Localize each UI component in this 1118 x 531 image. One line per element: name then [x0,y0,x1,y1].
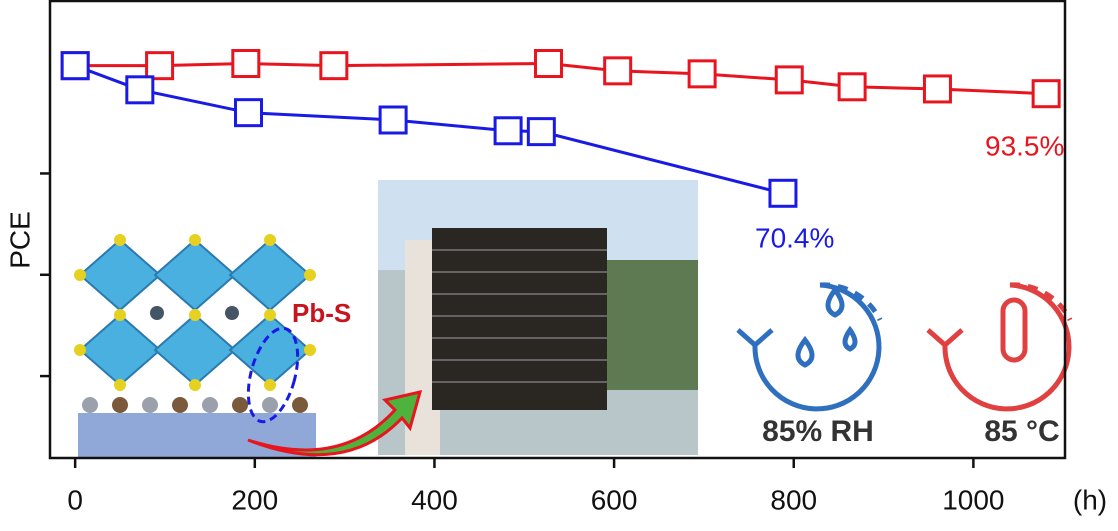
annotation: 70.4% [755,222,834,253]
annotation: Pb-S [292,298,351,328]
series-line [74,64,784,195]
annotation: 85% RH [762,415,874,448]
marker [234,98,264,128]
x-tick-label: 600 [591,484,638,515]
marker [60,51,90,81]
x-tick-label: 800 [770,484,817,515]
x-tick-label: 0 [67,484,83,515]
x-tick-label: 200 [231,484,278,515]
arrow [247,389,423,457]
x-tick-label: 1000 [942,484,1004,515]
marker [768,178,798,208]
temperature-icon [926,282,1073,412]
marker [493,116,523,146]
marker [145,51,175,81]
marker [526,117,556,147]
x-axis-unit: (h) [1073,484,1107,515]
marker [687,59,717,89]
photo-inset [378,180,698,455]
structure-inset [74,234,316,458]
annotation: 85 °C [984,415,1059,448]
plot-frame [48,0,1067,460]
annotation: 93.5% [985,130,1064,161]
marker [922,74,952,104]
x-tick-label: 400 [411,484,458,515]
marker [378,105,408,135]
y-axis-label: PCE [4,211,35,269]
marker [1031,79,1061,109]
marker [231,49,261,79]
marker [534,49,564,79]
marker [125,75,155,105]
marker [603,56,633,86]
humidity-icon [736,282,883,412]
marker [774,65,804,95]
marker [319,51,349,81]
marker [837,72,867,102]
